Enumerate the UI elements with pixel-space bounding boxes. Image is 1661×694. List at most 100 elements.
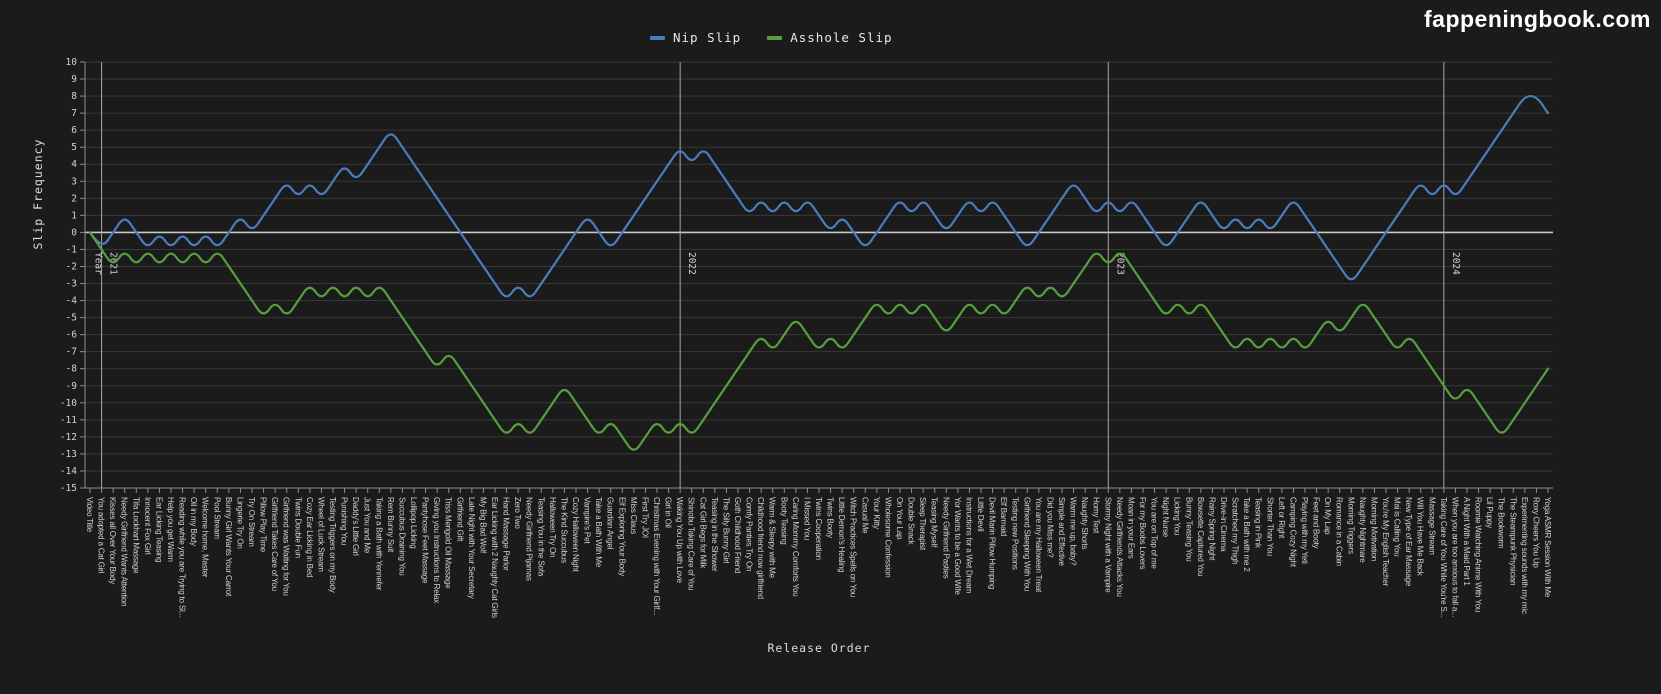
svg-text:Roomie Watching Anime With You: Roomie Watching Anime With You [1474,497,1483,612]
svg-text:-9: -9 [66,381,78,392]
svg-text:6: 6 [71,125,77,136]
svg-text:-1: -1 [66,244,78,255]
nip-slip-swatch-icon [650,35,665,40]
svg-text:Booty Teasing: Booty Teasing [779,497,788,545]
svg-text:Girl in Oil: Girl in Oil [664,497,673,528]
svg-text:Lollipop Licking: Lollipop Licking [409,497,418,549]
svg-text:I Missed You: I Missed You [802,497,811,540]
svg-text:Feet and Booty: Feet and Booty [1312,497,1321,549]
svg-text:The Kind Succubus: The Kind Succubus [559,497,568,563]
svg-text:Naughty Shorts: Naughty Shorts [1080,497,1089,550]
svg-text:Night Nurse: Night Nurse [1161,497,1170,538]
svg-text:-8: -8 [66,364,78,375]
svg-text:Needy Girlfriend Pijamas: Needy Girlfriend Pijamas [525,497,534,581]
svg-text:Teasing Myself: Teasing Myself [930,497,939,548]
svg-text:Christmas Evening with Your Gi: Christmas Evening with Your Girlf... [652,497,661,615]
svg-text:The Bookworm: The Bookworm [1497,497,1506,549]
legend-item-asshole-slip: Asshole Slip [767,30,892,45]
svg-text:Elf Barmaid: Elf Barmaid [999,497,1008,536]
legend: Nip Slip Asshole Slip [650,30,893,45]
svg-text:You are on Top of me: You are on Top of me [1150,497,1159,569]
svg-text:Teasing in the Shower: Teasing in the Shower [710,497,719,572]
svg-text:2024: 2024 [1450,252,1461,275]
svg-text:-14: -14 [60,466,77,477]
svg-text:The Silly Bunny Girl: The Silly Bunny Girl [721,497,730,564]
svg-text:Reading while you are Trying t: Reading while you are Trying to Sl... [178,497,187,618]
svg-text:Needy Girlfriends Attacks You: Needy Girlfriends Attacks You [1115,497,1124,597]
svg-text:Moan in your Ears: Moan in your Ears [1126,497,1135,559]
svg-text:2021: 2021 [108,252,119,275]
legend-item-nip-slip: Nip Slip [650,30,741,45]
svg-text:Pool Stream: Pool Stream [212,497,221,539]
svg-text:1: 1 [71,210,77,221]
nip-slip-line [88,94,1550,298]
svg-text:Left or Right: Left or Right [1277,497,1286,539]
svg-text:-11: -11 [60,415,77,426]
asshole-slip-line [88,231,1550,451]
svg-text:Twins Double Fun: Twins Double Fun [293,497,302,558]
svg-text:Year: Year [93,252,104,275]
svg-text:Instructions for a Wet Dream: Instructions for a Wet Dream [964,497,973,594]
svg-text:-6: -6 [66,330,78,341]
svg-text:Horny Test: Horny Test [1092,497,1101,534]
svg-text:Wheel of Luck Stream: Wheel of Luck Stream [316,497,325,572]
svg-text:Licking You: Licking You [1173,497,1182,535]
asshole-slip-label: Asshole Slip [790,30,893,45]
svg-text:9: 9 [71,74,77,85]
svg-text:Devil Marin Pillow Humping: Devil Marin Pillow Humping [988,497,997,589]
svg-text:Double Snack: Double Snack [907,497,916,546]
svg-text:Stormy Night with a Vampire: Stormy Night with a Vampire [1103,497,1112,593]
nip-slip-label: Nip Slip [673,30,742,45]
svg-text:Mai is Calling You: Mai is Calling You [1393,497,1402,557]
svg-text:Lingerie Try On: Lingerie Try On [235,497,244,549]
svg-text:2022: 2022 [686,252,697,275]
svg-text:Wholesome Confession: Wholesome Confession [883,497,892,578]
svg-text:You adopted a Cat Girl: You adopted a Cat Girl [97,497,106,574]
svg-text:Goth Childhood Friend: Goth Childhood Friend [733,497,742,573]
svg-text:Tifa Lockhart Massage: Tifa Lockhart Massage [131,497,140,574]
svg-text:On My Lap: On My Lap [1323,497,1332,535]
svg-text:2: 2 [71,193,77,204]
svg-text:Warm & Sleepy with Me: Warm & Sleepy with Me [768,497,777,579]
svg-text:Miss Claus: Miss Claus [629,497,638,534]
y-gridlines [80,61,1553,489]
svg-text:Teasing You in the Sofa: Teasing You in the Sofa [536,497,545,577]
svg-text:Girlfriend was Waiting for You: Girlfriend was Waiting for You [282,497,291,596]
svg-text:Try On Stream: Try On Stream [247,497,256,547]
svg-text:-4: -4 [66,296,78,307]
svg-text:Romance in a Cabin: Romance in a Cabin [1335,497,1344,566]
svg-text:Ear Licking Teasing: Ear Licking Teasing [154,497,163,562]
svg-text:Elf Exploring Your Body: Elf Exploring Your Body [617,497,626,576]
svg-text:-13: -13 [60,449,77,460]
svg-text:Daddy's Little Girl: Daddy's Little Girl [351,497,360,556]
svg-text:My Big Bad Wolf: My Big Bad Wolf [478,497,487,554]
svg-text:Little Devil: Little Devil [976,497,985,532]
svg-text:Massage Stream: Massage Stream [1427,497,1436,555]
svg-text:You are my Halloween Treat: You are my Halloween Treat [1034,497,1043,593]
svg-text:Yor Wants to be a Good Wife: Yor Wants to be a Good Wife [953,497,962,595]
svg-text:Oil in my Body: Oil in my Body [189,497,198,546]
svg-text:Witch Practices Spells on You: Witch Practices Spells on You [849,497,858,597]
svg-text:When you are too anxious to fa: When you are too anxious to fall a... [1450,497,1459,617]
svg-text:8: 8 [71,91,77,102]
svg-text:Girlfriend Gift: Girlfriend Gift [455,497,464,542]
svg-text:Simple and Effective: Simple and Effective [1057,497,1066,567]
y-tick-labels: -15-14-13-12-11-10-9-8-7-6-5-4-3-2-10123… [60,57,77,494]
svg-text:Punishing You: Punishing You [340,497,349,545]
svg-text:Sleep Therapist: Sleep Therapist [918,497,927,551]
svg-text:Morning Triggers: Morning Triggers [1346,497,1355,554]
svg-text:4: 4 [71,159,77,170]
svg-text:For my Boobs Lovers: For my Boobs Lovers [1138,497,1147,569]
svg-text:Zero Two: Zero Two [513,497,522,529]
svg-text:-3: -3 [66,279,77,290]
svg-text:Comfy Panties Try On: Comfy Panties Try On [745,497,754,571]
svg-text:Drive-in Cinema: Drive-in Cinema [1219,497,1228,552]
svg-text:Pantyhose Feet Massage: Pantyhose Feet Massage [421,497,430,584]
svg-text:Just You and Me: Just You and Me [363,497,372,554]
svg-text:Late Night with Your Secretary: Late Night with Your Secretary [467,497,476,599]
svg-text:Shinobu Taking Care of You: Shinobu Taking Care of You [687,497,696,590]
x-axis-title: Release Order [767,641,871,655]
svg-text:Take a Bath With Me: Take a Bath With Me [594,497,603,568]
svg-text:Video Title: Video Title [85,497,94,533]
